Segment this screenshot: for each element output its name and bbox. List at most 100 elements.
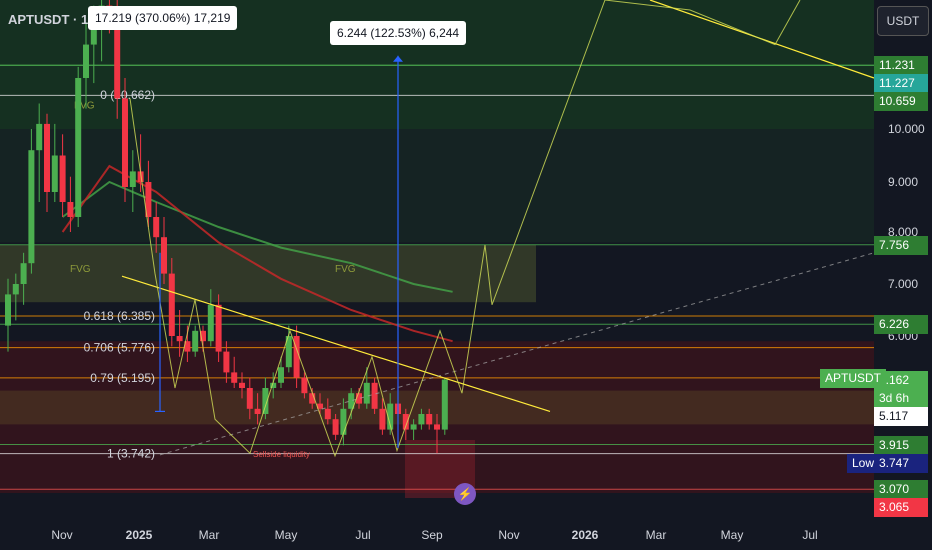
candle <box>426 414 433 425</box>
candle <box>83 44 89 78</box>
fvg-zone <box>0 245 536 303</box>
x-tick: Nov <box>51 528 73 542</box>
ticker-title[interactable]: APTUSDT · 1W <box>8 12 101 27</box>
price-label: 11.227 <box>874 74 928 94</box>
candle <box>246 388 253 409</box>
low-label: Low <box>847 454 880 473</box>
candle <box>402 414 409 430</box>
x-tick: Mar <box>198 528 220 542</box>
candle <box>262 388 269 414</box>
candle <box>418 414 425 425</box>
fib-label: 0 (10.662) <box>100 88 155 102</box>
x-tick: May <box>274 528 298 542</box>
price-label: 3.070 <box>874 480 928 500</box>
zone-label: FVG <box>70 264 91 275</box>
zone-label: Sellside liquidity <box>253 450 310 459</box>
candle <box>176 336 183 342</box>
candle <box>254 408 261 414</box>
candle <box>28 150 35 264</box>
price-label: 6.226 <box>874 315 928 335</box>
price-label: 3d 6h <box>874 388 928 408</box>
flash-icon[interactable]: ⚡ <box>454 483 476 505</box>
x-tick: Mar <box>645 528 667 542</box>
candle <box>129 171 136 187</box>
candle <box>332 419 339 435</box>
fib-label: 0.706 (5.776) <box>84 341 155 355</box>
price-label: 3.747 <box>874 453 928 473</box>
candle <box>348 393 355 409</box>
candle <box>192 330 199 352</box>
ma-red-line <box>61 164 453 343</box>
candle <box>145 182 152 217</box>
ascending-trendline <box>159 252 875 456</box>
candle <box>215 304 222 352</box>
candle <box>231 372 238 383</box>
ma-green-line <box>62 180 453 293</box>
candle <box>441 379 448 430</box>
candle <box>223 351 230 373</box>
candle <box>278 367 284 383</box>
candle <box>153 217 160 238</box>
candle <box>20 263 27 284</box>
candle <box>434 424 440 430</box>
time-axis[interactable]: Nov 2025 Mar May Jul Sep Nov 2026 Mar Ma… <box>0 520 874 550</box>
zone-label: FVG <box>335 264 356 275</box>
candle <box>363 382 370 404</box>
candle <box>379 408 386 430</box>
price-label: 10.659 <box>874 92 928 112</box>
candle <box>51 155 58 192</box>
candle <box>75 78 82 217</box>
x-tick: Nov <box>498 528 520 542</box>
zone-label: FVG <box>74 101 95 112</box>
candle <box>200 330 206 342</box>
measure-callout-left: 17.219 (370.06%) 17,219 <box>88 6 238 30</box>
y-tick: 8.000 <box>888 225 918 239</box>
measure-callout-mid: 6.244 (122.53%) 6,244 <box>330 21 467 45</box>
candle <box>67 202 74 217</box>
fib-label: 0.79 (5.195) <box>90 371 155 385</box>
descending-trendline <box>121 275 551 412</box>
fib-label: 1 (3.742) <box>107 447 155 461</box>
candle <box>36 123 43 151</box>
candle <box>122 98 128 187</box>
candle <box>301 377 308 394</box>
price-label: 5.117 <box>874 406 928 426</box>
candle <box>340 408 347 435</box>
candle <box>324 408 331 420</box>
candle <box>387 403 394 430</box>
currency-button[interactable]: USDT <box>877 6 929 36</box>
price-label: 11.231 <box>874 56 928 76</box>
candle <box>161 237 167 274</box>
candle <box>270 382 277 388</box>
candle <box>90 16 97 45</box>
y-tick: 9.000 <box>888 175 918 189</box>
candle <box>168 273 175 336</box>
symbol-price-tag: APTUSDT <box>820 369 887 388</box>
measure-arrowhead <box>393 55 403 62</box>
candle <box>309 393 316 404</box>
candle <box>410 424 417 430</box>
projection-path <box>129 0 801 458</box>
candle <box>137 171 144 182</box>
x-tick: Jul <box>802 528 818 542</box>
x-tick: 2025 <box>125 528 153 542</box>
candle <box>293 336 300 378</box>
candle <box>44 123 50 192</box>
x-tick: Sep <box>421 528 443 542</box>
candle <box>114 11 121 99</box>
price-label: 5.162 <box>874 370 928 390</box>
candle <box>317 403 323 409</box>
candle <box>239 382 245 388</box>
candle <box>371 382 378 409</box>
candle <box>59 155 66 202</box>
x-tick: May <box>720 528 744 542</box>
candle <box>356 393 362 404</box>
candle <box>12 284 19 295</box>
y-tick: 7.000 <box>888 277 918 291</box>
y-tick: 10.000 <box>888 122 925 136</box>
candle <box>184 341 191 352</box>
candle <box>285 336 292 368</box>
price-label: 7.756 <box>874 235 928 255</box>
x-tick: 2026 <box>571 528 599 542</box>
